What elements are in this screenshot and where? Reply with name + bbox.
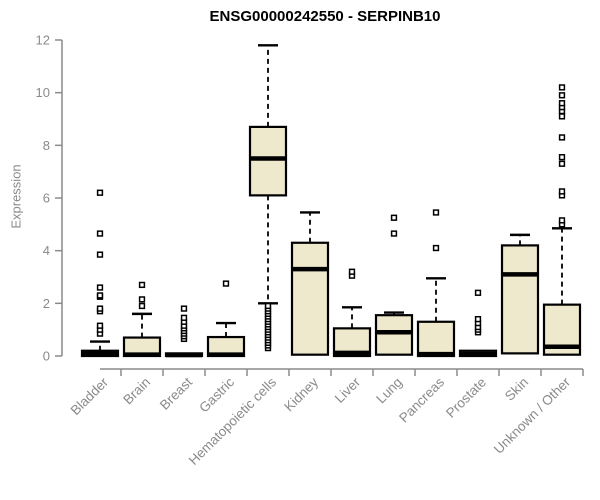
x-tick-label-bladder: Bladder	[68, 374, 112, 418]
box-skin	[500, 233, 540, 355]
box-kidney	[290, 211, 330, 356]
outlier-point	[180, 305, 188, 312]
x-tick-label-unknown-other: Unknown / Other	[491, 374, 574, 457]
box-bladder	[80, 189, 120, 358]
outlier-point	[390, 230, 398, 237]
outlier-point	[432, 209, 440, 216]
y-tick-label: 10	[36, 85, 50, 100]
outlier-point	[96, 292, 104, 299]
outlier-point	[96, 284, 104, 291]
outlier-point	[558, 160, 566, 167]
x-tick-label-lung: Lung	[373, 375, 405, 407]
box-liver	[332, 268, 372, 358]
box-lung	[374, 214, 414, 356]
outlier-point	[96, 305, 104, 312]
outlier-point	[558, 100, 566, 107]
outlier-point	[138, 281, 146, 289]
outlier-point	[558, 134, 566, 141]
outlier-point	[348, 268, 356, 275]
outlier-point	[558, 217, 566, 224]
iqr-box	[290, 241, 330, 356]
iqr-box	[248, 125, 288, 197]
box-brain	[122, 281, 162, 358]
outlier-point	[96, 189, 104, 196]
outlier-point	[96, 230, 104, 237]
outlier-point	[390, 214, 398, 221]
y-tick-label: 4	[43, 243, 50, 258]
outlier-point	[474, 315, 482, 323]
box-gastric	[206, 280, 246, 358]
iqr-box	[500, 244, 540, 355]
outlier-point	[222, 280, 230, 287]
box-pancreas	[416, 209, 456, 358]
y-tick-label: 8	[43, 138, 50, 153]
outlier-point	[264, 302, 272, 310]
outlier-point	[180, 314, 188, 321]
y-tick-label: 2	[43, 296, 50, 311]
chart-title: ENSG00000242550 - SERPINB10	[209, 8, 441, 25]
outlier-point	[474, 289, 482, 296]
x-tick-label-prostate: Prostate	[443, 375, 489, 421]
box-unknown-other	[542, 84, 582, 356]
box-hematopoietic-cells	[248, 44, 288, 352]
x-tick-label-kidney: Kidney	[281, 374, 321, 414]
y-axis: 0 2 4 6 8 10 12	[36, 33, 63, 364]
box-prostate	[458, 289, 498, 358]
x-tick-label-pancreas: Pancreas	[396, 374, 447, 425]
outlier-point	[138, 296, 146, 303]
outlier-point	[558, 188, 566, 195]
outlier-point	[558, 154, 566, 161]
outlier-point	[558, 113, 566, 120]
iqr-box	[374, 314, 414, 356]
y-tick-label: 12	[36, 33, 50, 48]
y-tick-label: 6	[43, 191, 50, 206]
x-tick-label-gastric: Gastric	[196, 374, 237, 415]
y-tick-label: 0	[43, 349, 50, 364]
outlier-point	[138, 302, 146, 310]
x-tick-label-liver: Liver	[332, 374, 364, 406]
outlier-point	[96, 322, 104, 329]
x-tick-label-skin: Skin	[502, 375, 531, 404]
outlier-point	[96, 251, 104, 258]
outlier-point	[558, 92, 566, 99]
x-tick-label-breast: Breast	[157, 374, 195, 412]
outlier-point	[558, 84, 566, 91]
iqr-box	[416, 320, 456, 358]
x-tick-label-brain: Brain	[120, 375, 153, 408]
box-breast	[164, 305, 204, 358]
outlier-point	[432, 244, 440, 252]
